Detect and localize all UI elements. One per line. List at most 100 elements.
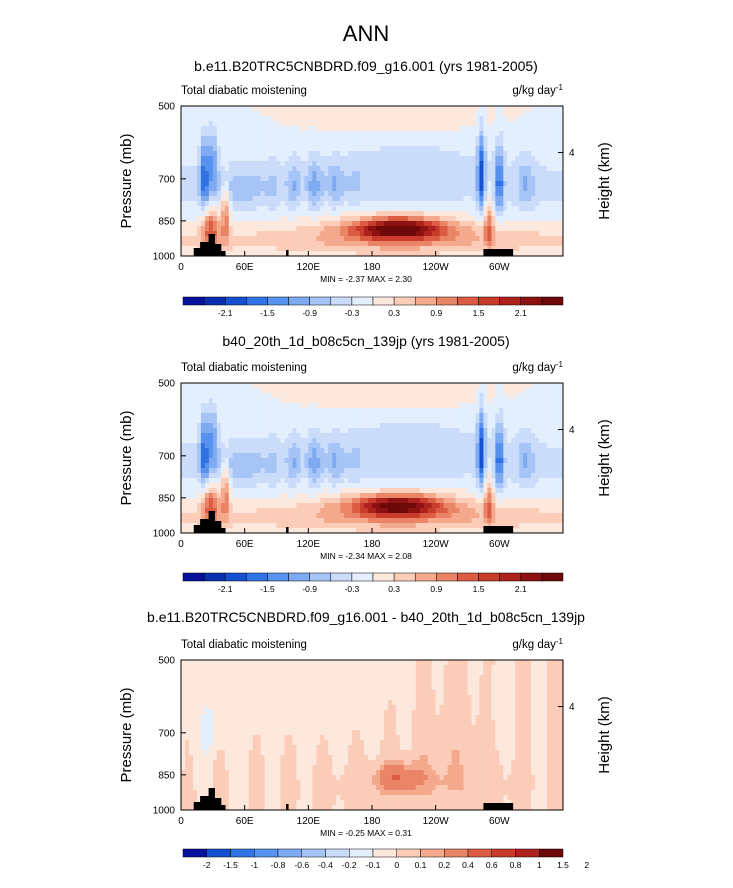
heatmap-cell — [475, 463, 480, 469]
heatmap-cell — [272, 231, 277, 237]
heatmap-cell — [268, 186, 274, 192]
heatmap-cell — [328, 161, 333, 167]
heatmap-cell — [543, 443, 548, 449]
heatmap-cell — [531, 166, 536, 172]
heatmap-cell — [539, 191, 544, 197]
heatmap-cell — [487, 438, 492, 444]
heatmap-cell — [555, 171, 560, 177]
heatmap-cell — [447, 463, 453, 469]
heatmap-cell — [340, 216, 345, 222]
heatmap-cell — [316, 116, 321, 122]
heatmap-cell — [375, 146, 381, 152]
heatmap-cell — [511, 388, 516, 394]
heatmap-cell — [216, 241, 222, 247]
heatmap-cell — [491, 241, 496, 247]
heatmap-cell — [503, 393, 508, 399]
heatmap-cell — [348, 151, 353, 157]
heatmap-cell — [216, 206, 222, 212]
heatmap-cell — [519, 121, 524, 127]
heatmap-cell — [407, 221, 413, 227]
heatmap-cell — [559, 453, 564, 459]
heatmap-cell — [555, 226, 560, 232]
heatmap-cell — [232, 136, 238, 142]
heatmap-cell — [272, 408, 277, 414]
heatmap-cell — [511, 231, 516, 237]
heatmap-cell — [368, 251, 373, 257]
heatmap-cell — [200, 136, 206, 142]
heatmap-cell — [300, 383, 305, 389]
heatmap-cell — [181, 251, 186, 257]
heatmap-cell — [248, 423, 254, 429]
heatmap-cell — [196, 116, 202, 122]
heatmap-cell — [368, 428, 373, 434]
heatmap-cell — [240, 191, 246, 197]
heatmap-cell — [559, 146, 564, 152]
heatmap-cell — [435, 106, 441, 112]
heatmap-cell — [471, 166, 476, 172]
heatmap-cell — [244, 151, 250, 157]
heatmap-cell — [188, 156, 194, 162]
heatmap-cell — [463, 251, 468, 257]
heatmap-cell — [296, 488, 301, 494]
heatmap-cell — [547, 398, 552, 404]
heatmap-cell — [491, 201, 496, 207]
heatmap-cell — [244, 186, 250, 192]
heatmap-cell — [415, 186, 421, 192]
heatmap-cell — [360, 116, 365, 122]
heatmap-cell — [471, 191, 476, 197]
heatmap-cell — [192, 131, 198, 137]
heatmap-cell — [192, 156, 198, 162]
heatmap-cell — [559, 463, 564, 469]
heatmap-cell — [352, 458, 357, 464]
heatmap-cell — [383, 478, 389, 484]
heatmap-cell — [395, 181, 401, 187]
heatmap-cell — [543, 231, 548, 237]
heatmap-cell — [264, 398, 270, 404]
heatmap-cell — [181, 111, 186, 117]
heatmap-cell — [212, 116, 218, 122]
heatmap-cell — [547, 191, 552, 197]
heatmap-cell — [407, 166, 413, 172]
heatmap-cell — [316, 221, 321, 227]
heatmap-cell — [328, 201, 333, 207]
heatmap-cell — [423, 423, 429, 429]
heatmap-cell — [244, 246, 250, 252]
heatmap-cell — [216, 458, 222, 464]
heatmap-cell — [308, 483, 313, 489]
heatmap-cell — [435, 458, 441, 464]
heatmap-cell — [531, 171, 536, 177]
heatmap-cell — [455, 206, 461, 212]
heatmap-cell — [284, 116, 289, 122]
heatmap-cell — [264, 488, 270, 494]
heatmap-cell — [252, 111, 258, 117]
heatmap-cell — [364, 116, 369, 122]
heatmap-cell — [519, 418, 524, 424]
heatmap-cell — [372, 403, 377, 409]
heatmap-cell — [379, 383, 385, 389]
heatmap-cell — [312, 131, 317, 137]
heatmap-cell — [547, 478, 552, 484]
heatmap-cell — [523, 156, 528, 162]
heatmap-cell — [435, 211, 441, 217]
heatmap-cell — [368, 191, 373, 197]
heatmap-cell — [439, 438, 445, 444]
heatmap-cell — [375, 116, 381, 122]
heatmap-cell — [320, 463, 325, 469]
heatmap-cell — [375, 106, 381, 112]
heatmap-cell — [204, 468, 210, 474]
heatmap-cell — [236, 161, 242, 167]
heatmap-cell — [539, 393, 544, 399]
heatmap-cell — [503, 151, 508, 157]
heatmap-cell — [228, 383, 234, 389]
heatmap-cell — [431, 443, 437, 449]
heatmap-cell — [411, 171, 417, 177]
heatmap-cell — [463, 443, 468, 449]
heatmap-cell — [260, 206, 266, 212]
heatmap-cell — [264, 393, 270, 399]
heatmap-cell — [519, 141, 524, 147]
heatmap-cell — [368, 131, 373, 137]
heatmap-cell — [352, 478, 357, 484]
heatmap-cell — [360, 176, 365, 182]
heatmap-cell — [372, 443, 377, 449]
heatmap-cell — [368, 423, 373, 429]
